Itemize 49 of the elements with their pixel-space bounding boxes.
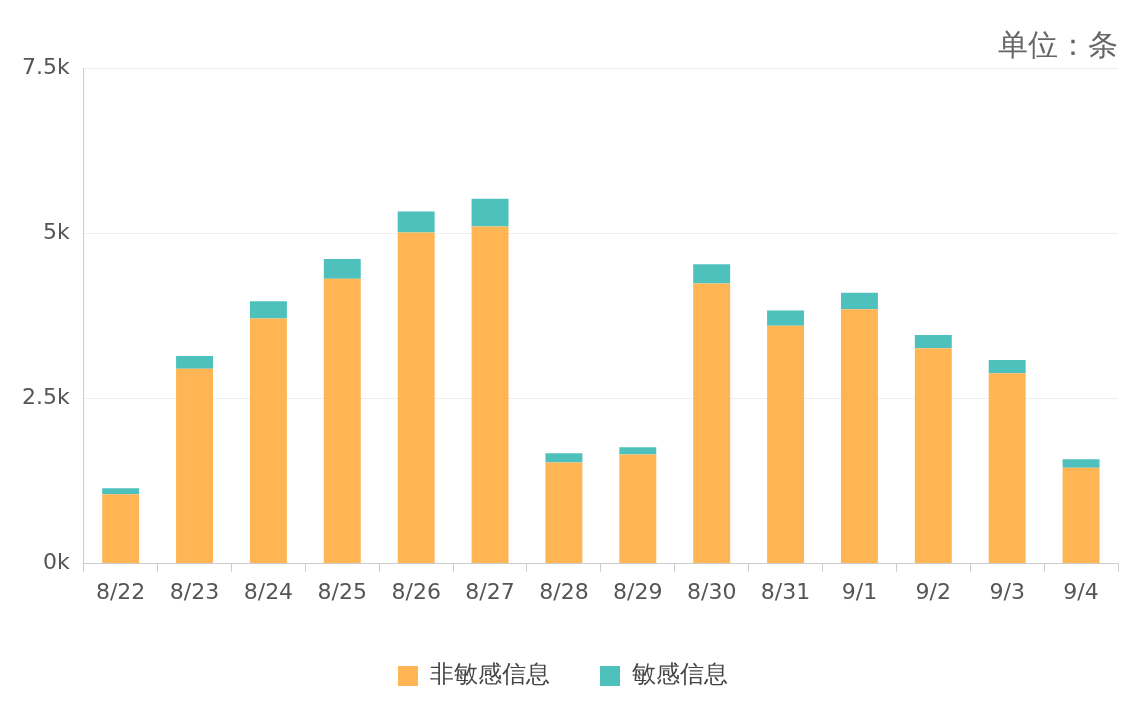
bar	[102, 494, 140, 564]
bar	[619, 454, 657, 564]
bar	[840, 292, 878, 310]
legend-label: 敏感信息	[632, 660, 728, 689]
bar	[767, 325, 805, 564]
bar	[988, 373, 1026, 564]
bar	[988, 360, 1026, 374]
legend-label: 非敏感信息	[430, 660, 550, 689]
bar	[102, 488, 140, 495]
y-tick-label: 5k	[42, 218, 70, 244]
y-tick-label: 0k	[42, 549, 70, 575]
bar	[1062, 459, 1100, 468]
x-tick-label: 8/26	[391, 578, 441, 604]
bar	[249, 318, 287, 564]
bar	[914, 348, 952, 564]
bar	[471, 198, 509, 227]
x-tick-label: 9/4	[1063, 578, 1099, 604]
bar	[619, 447, 657, 455]
bar	[545, 462, 583, 564]
x-tick-label: 9/1	[841, 578, 878, 604]
x-tick-label: 8/29	[613, 578, 663, 604]
bar	[1062, 467, 1100, 564]
x-tick-label: 8/27	[465, 578, 515, 604]
bar	[176, 356, 214, 369]
x-tick-label: 8/24	[243, 578, 294, 604]
bar	[840, 309, 878, 564]
bar	[914, 334, 952, 349]
bar	[176, 368, 214, 564]
text: 单位：条	[998, 26, 1118, 62]
x-tick-label: 8/22	[95, 578, 146, 604]
x-tick-label: 8/28	[539, 578, 589, 604]
bar	[693, 264, 731, 284]
bar	[397, 211, 435, 233]
y-tick-label: 2.5k	[21, 384, 70, 410]
x-tick-label: 8/25	[317, 578, 367, 604]
bar	[397, 232, 435, 564]
x-tick-label: 9/3	[989, 578, 1025, 604]
bar	[323, 278, 361, 564]
x-tick-label: 9/2	[915, 578, 952, 604]
x-tick-label: 8/31	[760, 578, 811, 604]
bar	[249, 301, 287, 319]
bar	[767, 310, 805, 326]
y-tick-label: 7.5k	[21, 53, 70, 79]
x-tick-label: 8/30	[686, 578, 737, 604]
bar	[545, 453, 583, 463]
bar	[693, 283, 731, 564]
bar	[323, 258, 361, 279]
x-tick-label: 8/23	[169, 578, 220, 604]
bar	[471, 226, 509, 564]
